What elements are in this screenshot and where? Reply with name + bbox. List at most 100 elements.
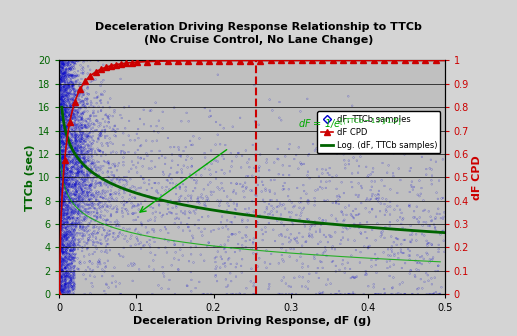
Point: [86, 175, 94, 180]
Point: [55, 227, 64, 232]
Point: [70, 242, 79, 247]
Point: [55, 222, 64, 227]
Point: [60, 204, 68, 209]
Point: [56, 125, 65, 130]
Point: [337, 238, 345, 243]
Point: [57, 186, 65, 191]
Point: [62, 71, 70, 77]
Point: [71, 149, 79, 154]
Point: [85, 181, 94, 186]
Point: [65, 66, 73, 71]
Point: [75, 125, 83, 130]
Point: [65, 196, 73, 201]
Point: [58, 198, 66, 204]
Point: [62, 110, 70, 115]
Point: [63, 274, 71, 279]
Point: [65, 159, 73, 164]
Point: [55, 120, 64, 125]
Point: [432, 215, 440, 220]
Point: [56, 247, 64, 252]
Point: [196, 195, 205, 200]
Point: [57, 237, 65, 242]
Point: [87, 152, 95, 157]
Point: [55, 271, 64, 277]
Point: [71, 107, 79, 113]
Point: [69, 256, 77, 261]
Point: [84, 192, 92, 197]
Point: [422, 166, 431, 172]
Point: [70, 207, 79, 212]
Point: [56, 246, 64, 251]
Point: [68, 182, 76, 187]
Point: [253, 264, 262, 269]
Point: [68, 126, 77, 131]
Point: [71, 161, 79, 167]
Point: [252, 219, 261, 225]
Point: [187, 239, 195, 244]
Point: [120, 174, 128, 180]
Point: [363, 196, 371, 201]
Point: [389, 171, 397, 176]
Point: [59, 160, 68, 165]
Point: [66, 65, 74, 71]
Point: [62, 195, 70, 201]
Point: [123, 199, 131, 205]
Point: [128, 159, 136, 164]
Point: [105, 116, 113, 122]
Point: [99, 196, 108, 201]
Point: [129, 162, 138, 168]
Point: [70, 240, 78, 246]
Point: [60, 170, 68, 176]
Point: [164, 178, 172, 183]
Point: [79, 224, 87, 230]
Point: [103, 170, 112, 175]
Point: [290, 275, 298, 281]
Point: [61, 265, 69, 271]
Point: [69, 107, 77, 112]
Point: [66, 86, 74, 91]
Point: [62, 70, 70, 76]
Point: [58, 236, 66, 241]
Point: [59, 98, 67, 104]
Point: [86, 183, 94, 188]
Point: [69, 287, 77, 293]
Point: [62, 247, 70, 252]
Point: [58, 61, 67, 67]
Point: [134, 242, 143, 247]
Point: [69, 60, 78, 66]
Point: [56, 58, 64, 64]
Point: [128, 183, 136, 189]
Point: [60, 276, 69, 282]
Point: [66, 245, 74, 250]
Point: [69, 73, 78, 79]
Point: [56, 85, 65, 90]
Point: [79, 58, 87, 63]
Point: [65, 280, 73, 285]
Point: [59, 120, 67, 126]
Point: [60, 98, 68, 103]
Point: [311, 223, 319, 228]
Point: [255, 166, 263, 171]
Point: [352, 192, 360, 198]
Point: [116, 253, 125, 259]
Point: [64, 245, 72, 250]
Point: [73, 155, 81, 160]
Point: [56, 288, 65, 293]
Point: [55, 237, 64, 242]
Point: [108, 128, 116, 133]
Point: [302, 191, 311, 197]
Point: [353, 158, 361, 163]
Point: [71, 146, 80, 151]
Point: [57, 186, 65, 191]
Point: [59, 79, 68, 84]
Point: [58, 190, 67, 196]
Point: [428, 282, 436, 287]
Point: [65, 198, 73, 203]
Point: [84, 92, 93, 97]
Point: [63, 233, 71, 238]
Point: [200, 186, 208, 192]
Point: [77, 169, 85, 174]
Point: [56, 130, 64, 135]
Point: [406, 248, 414, 254]
Point: [372, 196, 380, 202]
